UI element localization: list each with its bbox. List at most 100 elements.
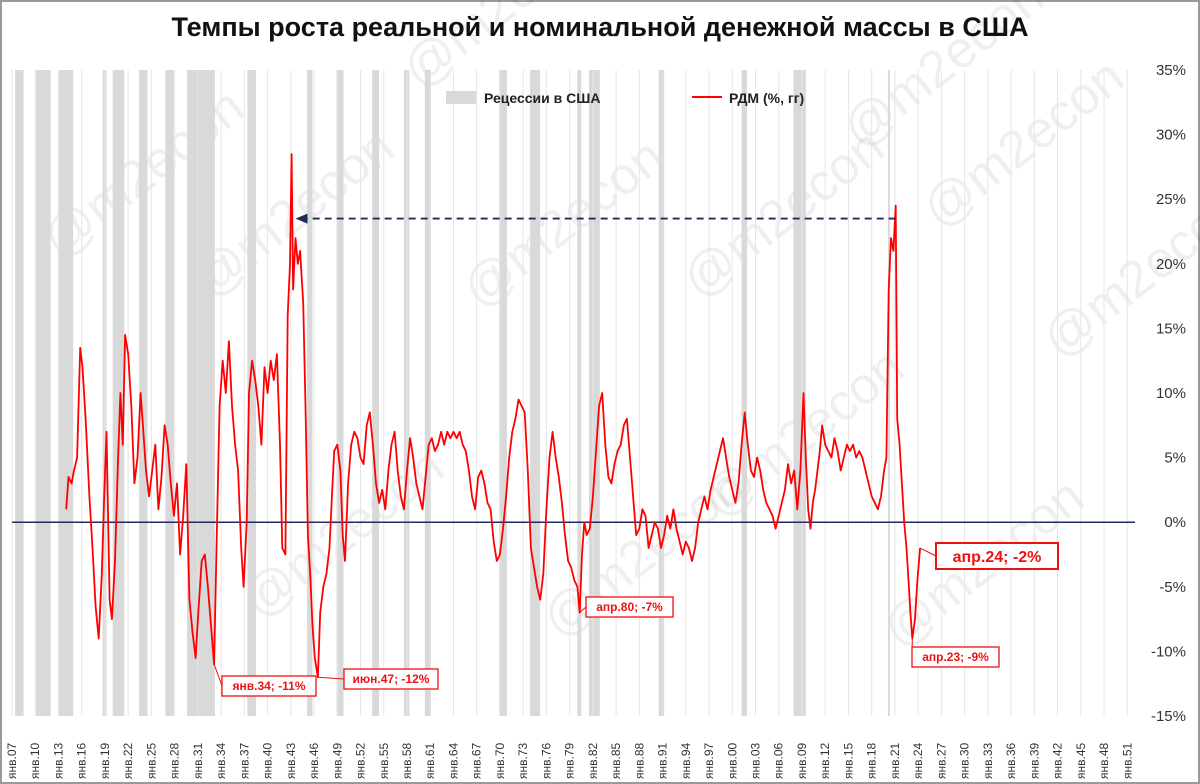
- y-tick-label: -5%: [1159, 579, 1186, 596]
- x-tick-label: янв.07: [5, 742, 19, 779]
- y-tick-label: 30%: [1156, 127, 1186, 144]
- x-tick-label: янв.49: [330, 742, 344, 779]
- x-tick-label: янв.13: [51, 742, 65, 779]
- y-tick-label: 20%: [1156, 256, 1186, 273]
- x-tick-label: янв.70: [493, 742, 507, 779]
- y-tick-label: 5%: [1164, 450, 1186, 467]
- x-tick-label: янв.27: [934, 742, 948, 779]
- x-tick-label: янв.33: [981, 742, 995, 779]
- recession-band: [577, 70, 582, 716]
- recession-band: [658, 70, 665, 716]
- callout-label: июн.47; -12%: [353, 672, 430, 686]
- x-tick-label: янв.58: [400, 742, 414, 779]
- recession-band: [307, 70, 313, 716]
- recession-band: [499, 70, 507, 716]
- x-tick-label: янв.40: [261, 742, 275, 779]
- callout-leader: [919, 547, 937, 557]
- x-tick-label: янв.79: [563, 742, 577, 779]
- x-tick-label: янв.30: [958, 742, 972, 779]
- x-tick-label: янв.09: [795, 742, 809, 779]
- callout-box: [221, 675, 317, 697]
- x-tick-label: янв.34: [214, 742, 228, 779]
- watermark: @m2econ: [532, 457, 755, 649]
- x-tick-label: янв.52: [354, 742, 368, 779]
- x-tick-label: янв.64: [446, 742, 460, 779]
- x-tick-label: янв.03: [749, 742, 763, 779]
- x-tick-label: янв.36: [1004, 742, 1018, 779]
- x-tick-label: янв.85: [609, 742, 623, 779]
- x-tick-label: янв.24: [911, 742, 925, 779]
- series-layer: [65, 153, 921, 679]
- recession-band: [530, 70, 541, 716]
- x-tick-label: янв.51: [1120, 742, 1134, 779]
- x-tick-label: янв.00: [725, 742, 739, 779]
- x-tick-label: янв.88: [632, 742, 646, 779]
- callout-layer: янв.34; -11% июн.47; -12% апр.80; -7% апр.2…: [213, 542, 1059, 697]
- callout-leader: [579, 606, 587, 614]
- recession-band: [336, 70, 344, 716]
- callout-label: апр.80; -7%: [596, 600, 663, 614]
- y-tick-label: -15%: [1151, 708, 1186, 725]
- recession-band: [741, 70, 747, 716]
- recession-band: [372, 70, 380, 716]
- x-axis-ticks: янв.07 янв.10 янв.13 янв.16 янв.19 янв.22 янв.…: [5, 742, 1134, 779]
- callout-leader: [213, 664, 223, 687]
- x-tick-label: янв.82: [586, 742, 600, 779]
- y-tick-label: 10%: [1156, 385, 1186, 402]
- x-tick-label: янв.97: [702, 742, 716, 779]
- x-tick-label: янв.48: [1097, 742, 1111, 779]
- x-tick-label: янв.06: [772, 742, 786, 779]
- recession-band: [588, 70, 600, 716]
- callout-box: [585, 596, 674, 618]
- y-axis-ticks: 35% 30% 25% 20% 15% 10% 5% 0% -5% -10% -15%: [1151, 62, 1186, 725]
- x-tick-label: янв.55: [377, 742, 391, 779]
- x-tick-label: янв.94: [679, 742, 693, 779]
- x-tick-label: янв.67: [470, 742, 484, 779]
- x-tick-label: янв.42: [1051, 742, 1065, 779]
- callout-label: апр.24; -2%: [953, 549, 1042, 566]
- x-tick-label: янв.16: [75, 742, 89, 779]
- legend: Рецессии в США РДМ (%, гг): [446, 90, 804, 106]
- recession-band: [165, 70, 174, 716]
- x-tick-label: янв.31: [191, 742, 205, 779]
- y-tick-label: 25%: [1156, 191, 1186, 208]
- recession-bands: [15, 70, 890, 716]
- x-tick-label: янв.91: [656, 742, 670, 779]
- x-tick-label: янв.22: [121, 742, 135, 779]
- recession-band: [36, 70, 51, 716]
- arrow-layer: [295, 213, 896, 224]
- x-tick-label: янв.43: [284, 742, 298, 779]
- x-tick-label: янв.73: [516, 742, 530, 779]
- x-tick-label: янв.18: [865, 742, 879, 779]
- legend-label-series: РДМ (%, гг): [729, 90, 804, 106]
- y-tick-label: -10%: [1151, 643, 1186, 660]
- x-tick-label: янв.21: [888, 742, 902, 779]
- x-tick-label: янв.37: [237, 742, 251, 779]
- x-tick-label: янв.15: [841, 742, 855, 779]
- arrow-head: [295, 213, 308, 224]
- x-tick-label: янв.19: [98, 742, 112, 779]
- x-tick-label: янв.76: [539, 742, 553, 779]
- callout-label: янв.34; -11%: [233, 679, 306, 693]
- chart-title: Темпы роста реальной и номинальной денеж…: [171, 12, 1029, 42]
- x-tick-label: янв.45: [1074, 742, 1088, 779]
- recession-band: [424, 70, 431, 716]
- x-tick-label: янв.28: [168, 742, 182, 779]
- callout-box: [935, 542, 1059, 570]
- recession-band: [15, 70, 24, 716]
- recession-band: [58, 70, 74, 716]
- callout-leader: [317, 676, 345, 680]
- recession-band: [139, 70, 148, 716]
- x-tick-label: янв.10: [28, 742, 42, 779]
- x-tick-label: янв.39: [1027, 742, 1041, 779]
- recession-band: [247, 70, 256, 716]
- x-tick-label: янв.25: [144, 742, 158, 779]
- callout-label: апр.23; -9%: [922, 650, 989, 664]
- recession-band: [793, 70, 806, 716]
- x-tick-label: янв.12: [818, 742, 832, 779]
- watermark: @m2econ: [452, 127, 675, 319]
- legend-label-recession: Рецессии в США: [484, 90, 600, 106]
- legend-swatch-recession: [446, 91, 476, 104]
- y-tick-label: 15%: [1156, 320, 1186, 337]
